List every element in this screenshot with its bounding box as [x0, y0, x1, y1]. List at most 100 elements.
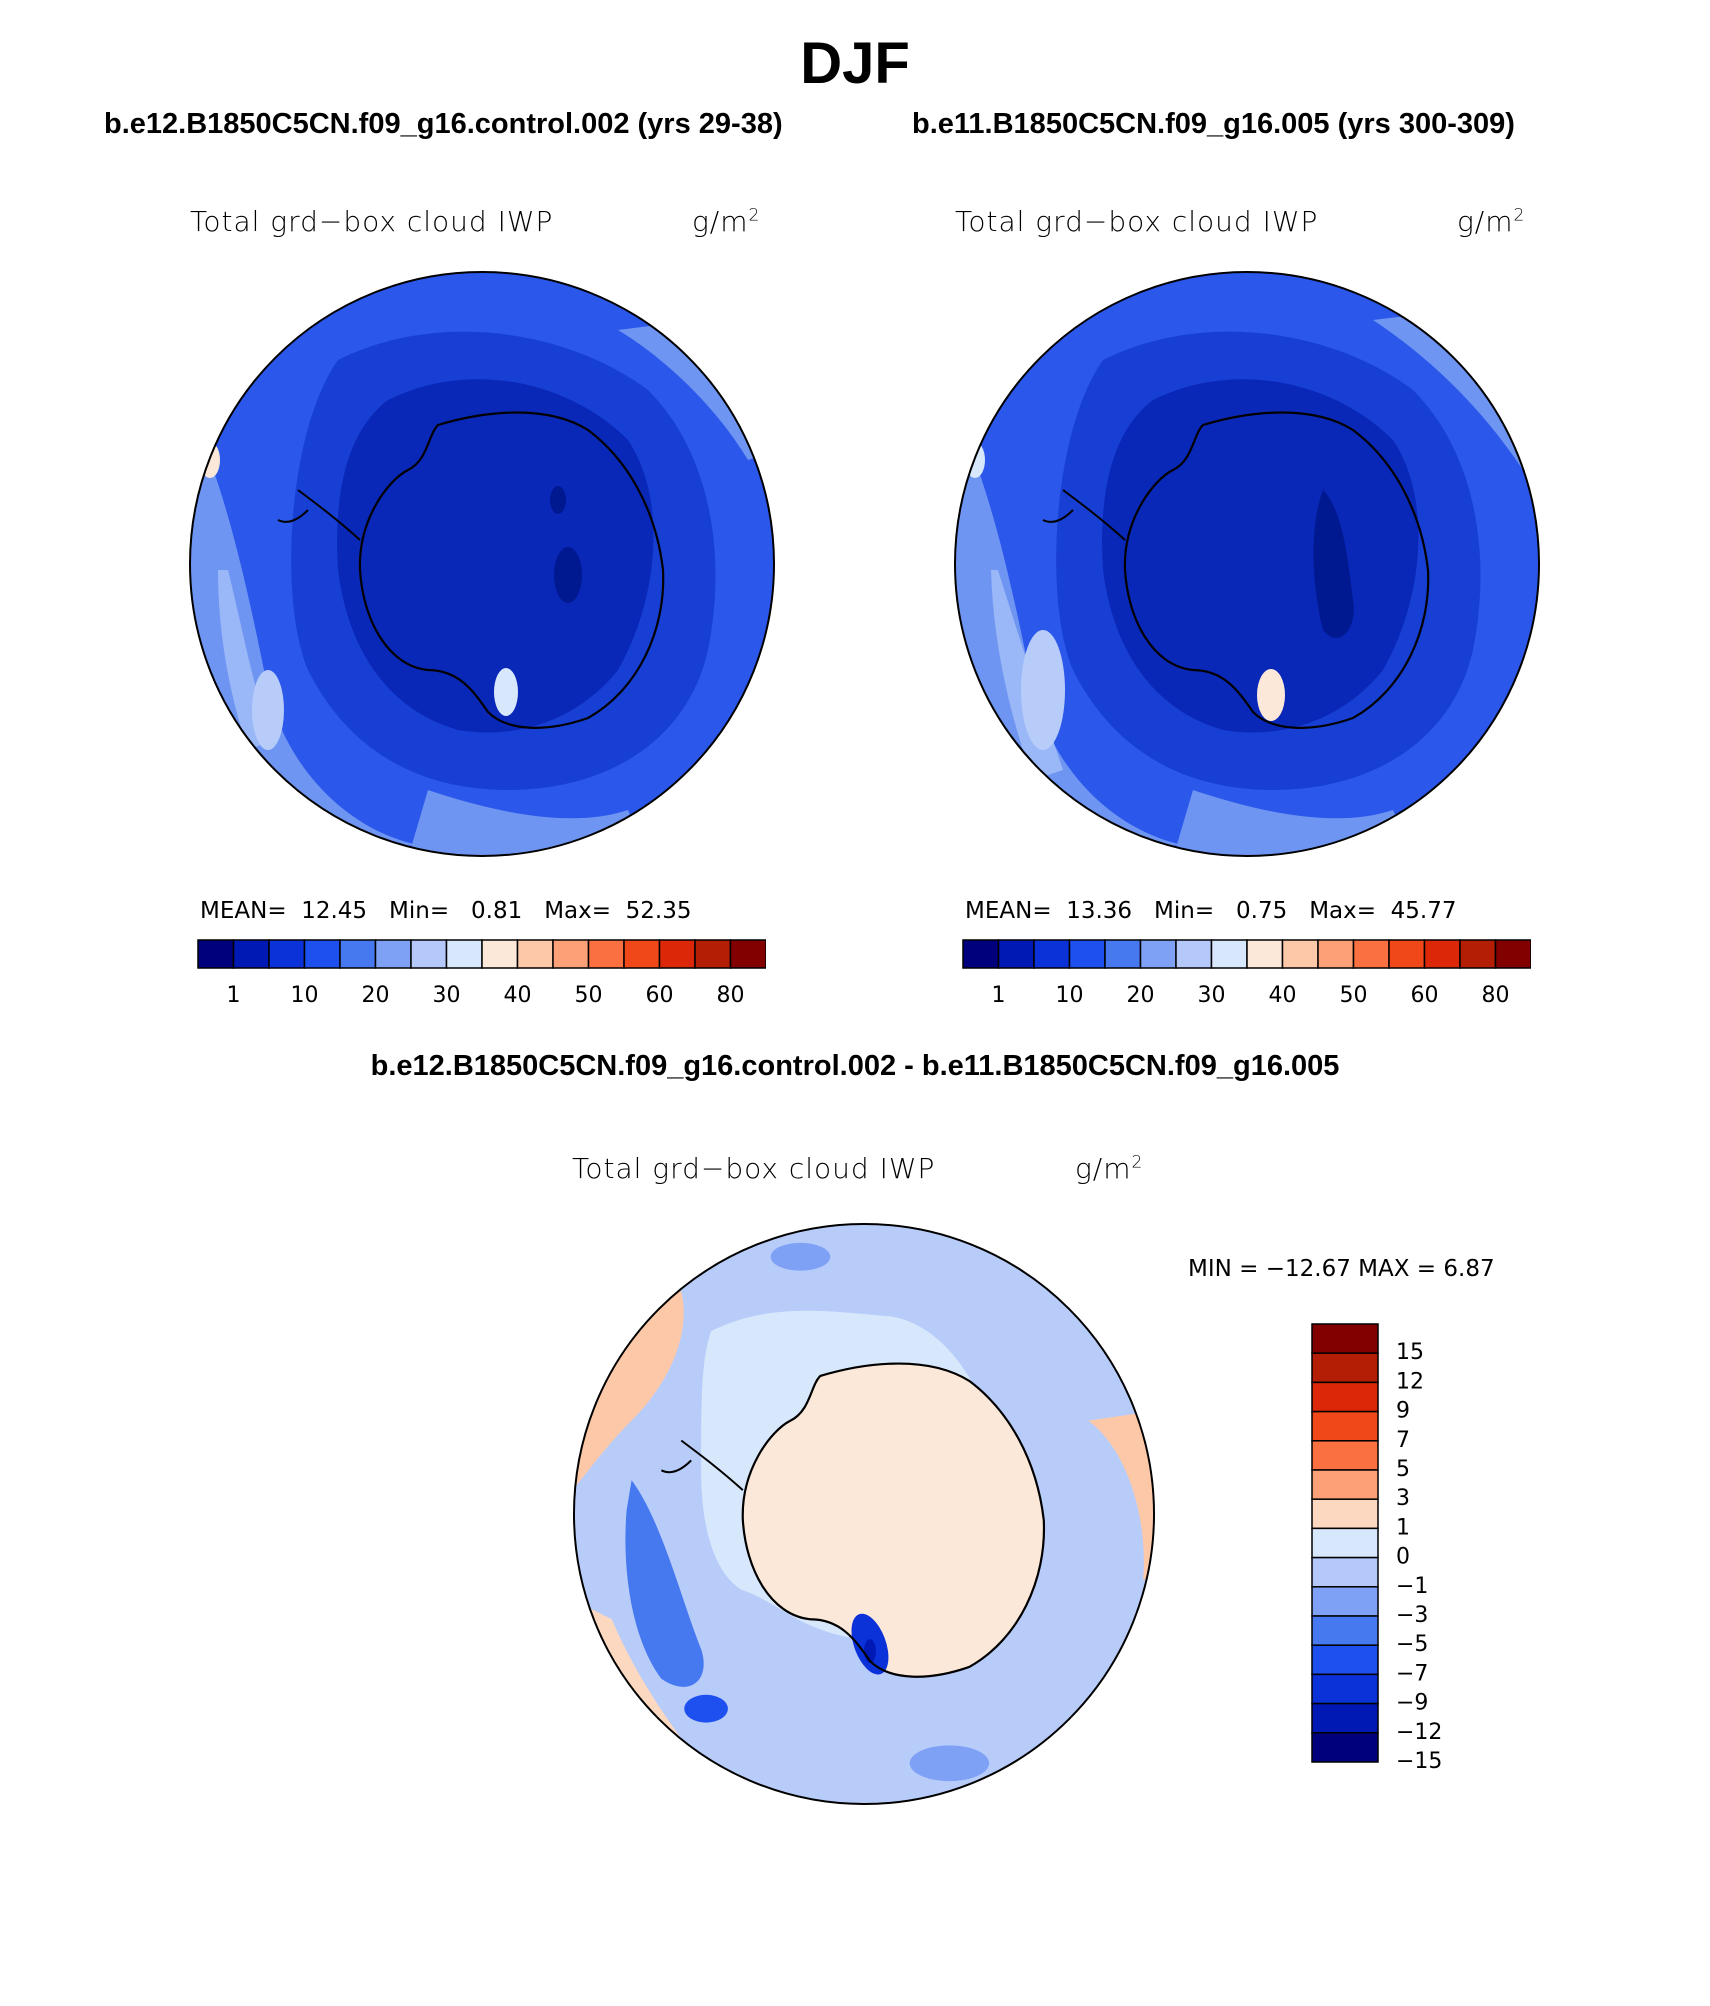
diff-colorbar-tick-label: −3 — [1396, 1603, 1428, 1628]
colorbar-swatch — [1388, 939, 1426, 969]
panel2-stats: MEAN= 13.36 Min= 0.75 Max= 45.77 — [965, 898, 1457, 924]
colorbar-swatch — [997, 939, 1035, 969]
colorbar-swatch — [1459, 939, 1497, 969]
diff-colorbar-tick-label: 9 — [1396, 1399, 1410, 1424]
colorbar-swatch — [197, 939, 235, 969]
diff-colorbar-tick-label: −1 — [1396, 1574, 1428, 1599]
colorbar-swatch — [410, 939, 448, 969]
colorbar-tick-label: 80 — [1482, 983, 1510, 1008]
colorbar-tick-label: 30 — [433, 983, 461, 1008]
diff-colorbar-swatch — [1311, 1702, 1379, 1734]
diff-colorbar-swatch — [1311, 1440, 1379, 1471]
colorbar-swatch — [374, 939, 412, 969]
diff-colorbar-tick-label: 15 — [1396, 1340, 1424, 1365]
diff-map — [572, 1222, 1156, 1806]
panel1-peninsula-coastline — [277, 489, 361, 541]
colorbar-swatch — [1210, 939, 1248, 969]
diff-sw-strong-negative — [684, 1694, 728, 1723]
panel2-light-patch — [1021, 630, 1065, 750]
panel1-continent-interior — [337, 379, 654, 733]
panel2-map — [954, 271, 1540, 857]
colorbar-swatch — [1033, 939, 1071, 969]
diff-colorbar-swatch — [1311, 1586, 1379, 1617]
colorbar-swatch — [516, 939, 554, 969]
panel1-light-patch — [252, 670, 284, 750]
colorbar-swatch — [1494, 939, 1531, 969]
colorbar-swatch — [729, 939, 766, 969]
panel2-units: g/m2 — [1457, 205, 1526, 238]
colorbar-swatch — [658, 939, 696, 969]
colorbar-tick-label: 80 — [717, 983, 745, 1008]
colorbar-swatch — [232, 939, 270, 969]
diff-antarctica-coastline — [741, 1362, 1046, 1678]
diff-colorbar-swatch — [1311, 1381, 1379, 1413]
panel2-case-title: b.e11.B1850C5CN.f09_g16.005 (yrs 300-309… — [912, 108, 1515, 140]
colorbar-swatch — [1068, 939, 1106, 969]
colorbar-tick-label: 10 — [291, 983, 319, 1008]
colorbar-swatch — [587, 939, 625, 969]
diff-colorbar-tick-label: 3 — [1396, 1486, 1410, 1511]
colorbar-tick-label: 20 — [1127, 983, 1155, 1008]
diff-colorbar-swatch — [1311, 1352, 1379, 1384]
diff-south-negative — [909, 1745, 990, 1782]
diff-minmax: MIN = −12.67 MAX = 6.87 — [1188, 1256, 1495, 1282]
panel2-antarctica-coastline — [1123, 411, 1430, 729]
diff-colorbar-tick-label: −5 — [1396, 1632, 1428, 1657]
diff-colorbar-swatch — [1311, 1527, 1379, 1559]
panel2-peninsula-coastline — [1042, 489, 1126, 541]
diff-colorbar-tick-label: 7 — [1396, 1428, 1410, 1453]
colorbar-swatch — [623, 939, 661, 969]
colorbar-swatch — [303, 939, 341, 969]
colorbar-swatch — [1175, 939, 1213, 969]
colorbar-swatch — [481, 939, 519, 969]
diff-colorbar-swatch — [1311, 1644, 1379, 1676]
panel1-antarctica-coastline — [358, 411, 665, 729]
colorbar-swatch — [552, 939, 590, 969]
panel1-colorbar: 1 10 20 30 40 50 60 80 — [197, 939, 766, 1008]
diff-colorbar-tick-label: 1 — [1396, 1515, 1410, 1540]
colorbar-swatch — [962, 939, 1000, 969]
panel1-peninsula-highlight — [494, 668, 518, 716]
diff-colorbar-swatch — [1311, 1615, 1379, 1646]
colorbar-swatch — [339, 939, 377, 969]
diff-colorbar: 15 12 9 7 5 3 1 0 −1 −3 −5 −7 −9 −12 −15 — [1311, 1323, 1442, 1774]
diff-colorbar-swatch — [1311, 1732, 1379, 1763]
panel2-dark-core — [1313, 490, 1354, 639]
colorbar-tick-label: 30 — [1198, 983, 1226, 1008]
panel1-stats: MEAN= 12.45 Min= 0.81 Max= 52.35 — [200, 898, 692, 924]
panel1-units: g/m2 — [692, 205, 761, 238]
colorbar-swatch — [1246, 939, 1284, 969]
panel2-variable: Total grd−box cloud IWP — [955, 205, 1319, 238]
diff-map-border — [572, 1222, 1156, 1806]
diff-colorbar-swatch — [1311, 1410, 1379, 1442]
season-title: DJF — [800, 31, 910, 96]
diff-north-negative — [770, 1242, 831, 1271]
panel2-ne-highlight — [1498, 300, 1518, 320]
colorbar-swatch — [445, 939, 483, 969]
colorbar-swatch — [1139, 939, 1177, 969]
colorbar-swatch — [1104, 939, 1142, 969]
panel1-case-title: b.e12.B1850C5CN.f09_g16.control.002 (yrs… — [104, 108, 783, 140]
panel1-dark-core-1 — [554, 547, 582, 603]
diff-continent-positive — [742, 1363, 1044, 1677]
panel1-dark-core-2 — [550, 486, 566, 514]
diff-colorbar-swatch — [1311, 1673, 1379, 1705]
diff-variable: Total grd−box cloud IWP — [572, 1152, 936, 1185]
diff-colorbar-swatch — [1311, 1323, 1379, 1354]
diff-units: g/m2 — [1075, 1152, 1144, 1185]
diff-colorbar-swatch — [1311, 1556, 1379, 1588]
panel2-map-border — [954, 271, 1540, 857]
diff-colorbar-tick-label: −7 — [1396, 1661, 1428, 1686]
colorbar-tick-label: 50 — [575, 983, 603, 1008]
colorbar-swatch — [1281, 939, 1319, 969]
colorbar-tick-label: 10 — [1056, 983, 1084, 1008]
colorbar-tick-label: 1 — [992, 983, 1006, 1008]
panel2-continent-interior — [1102, 379, 1419, 733]
panel1-variable: Total grd−box cloud IWP — [190, 205, 554, 238]
diff-colorbar-tick-label: −9 — [1396, 1691, 1428, 1716]
colorbar-tick-label: 50 — [1340, 983, 1368, 1008]
colorbar-tick-label: 40 — [1269, 983, 1297, 1008]
panel1-map-border — [189, 271, 775, 857]
panel2-colorbar: 1 10 20 30 40 50 60 80 — [962, 939, 1531, 1008]
diff-colorbar-tick-label: 12 — [1396, 1369, 1424, 1394]
